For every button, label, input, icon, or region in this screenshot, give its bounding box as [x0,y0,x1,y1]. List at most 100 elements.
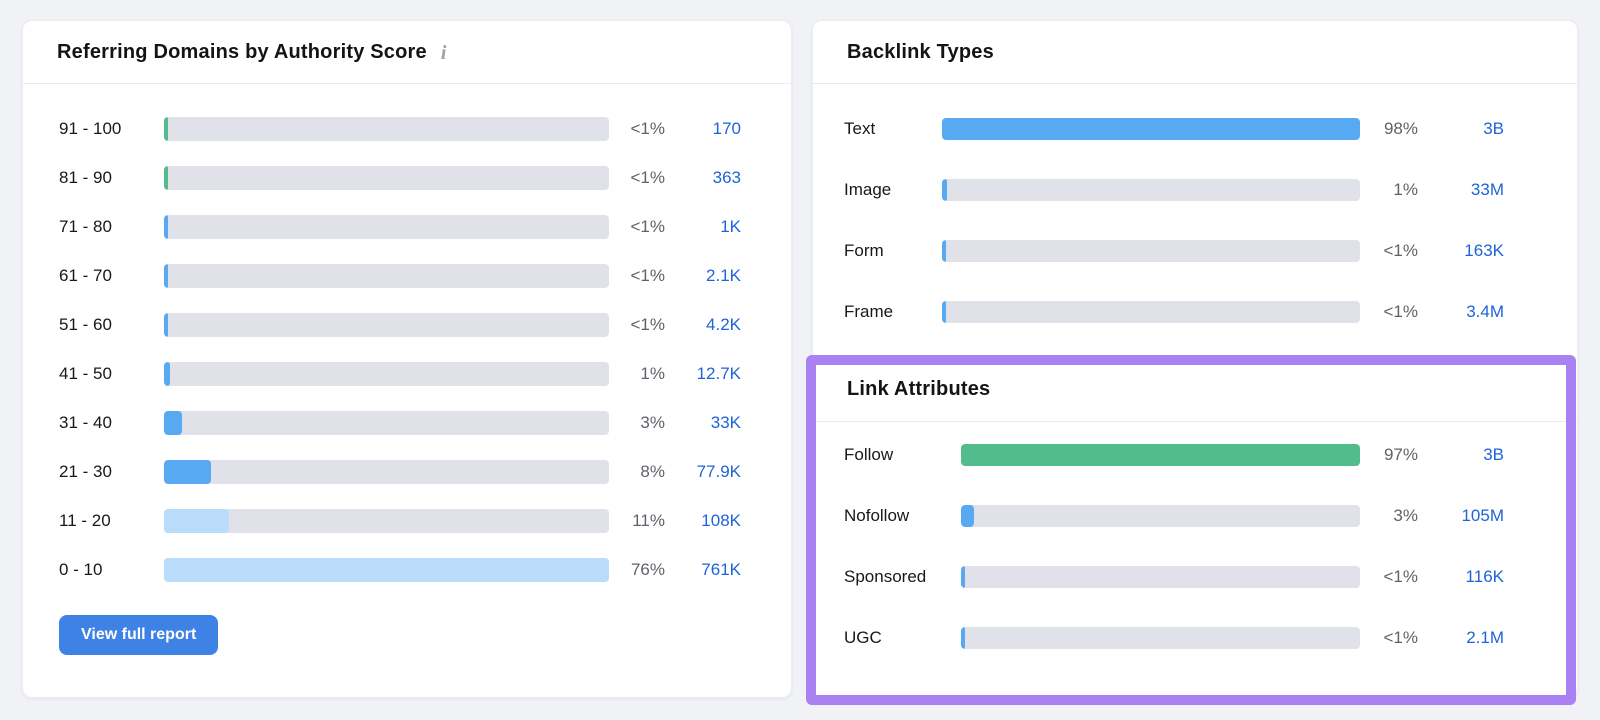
row-count-link[interactable]: 3.4M [1466,301,1504,321]
bar-track [164,214,609,239]
link-attributes-header: Link Attributes [813,357,1577,422]
row-count-link[interactable]: 33K [710,412,741,432]
chart-row: Frame <1% 3.4M [844,281,1504,342]
row-percent: 11% [632,510,665,530]
bar-fill [942,300,947,323]
row-percent: <1% [1383,240,1419,260]
row-category-label: Sponsored [844,566,927,586]
row-percent: <1% [630,314,666,334]
row-category-label: 61 - 70 [59,265,112,285]
bar-fill [164,557,609,582]
bar-fill [164,214,169,239]
row-count-link[interactable]: 4.2K [706,314,741,334]
bar-fill [164,312,169,337]
chart-row: Nofollow 3% 105M [844,485,1504,546]
bar-track [961,443,1360,466]
row-percent: <1% [630,265,666,285]
bar-fill [164,361,171,386]
row-count-link[interactable]: 170 [712,118,741,138]
chart-row: Follow 97% 3B [844,424,1504,485]
bar-fill [961,565,965,588]
row-percent: <1% [630,216,666,236]
chart-row: Form <1% 163K [844,220,1504,281]
row-count-link[interactable]: 761K [701,559,741,579]
bar-track [942,117,1360,140]
row-category-label: 41 - 50 [59,363,112,383]
row-count-link[interactable]: 3B [1483,444,1504,464]
bar-track [942,178,1360,201]
row-percent: 98% [1383,118,1418,138]
backlink-types-card: Backlink Types Text 98% 3B Image 1% 33M … [812,20,1578,698]
bar-track [164,557,609,582]
row-category-label: 51 - 60 [59,314,112,334]
row-percent: 3% [1393,505,1418,525]
chart-row: Sponsored <1% 116K [844,546,1504,607]
row-count-link[interactable]: 363 [712,167,741,187]
row-count-link[interactable]: 1K [720,216,741,236]
backlink-types-chart: Text 98% 3B Image 1% 33M Form <1% 163K F… [813,84,1577,342]
info-icon[interactable]: i [440,42,447,64]
chart-row: 41 - 50 1% 12.7K [59,349,741,398]
view-full-report-button[interactable]: View full report [59,615,219,655]
bar-track [942,239,1360,262]
row-percent: 3% [640,412,665,432]
bar-track [164,410,609,435]
chart-row: Image 1% 33M [844,159,1504,220]
chart-row: 81 - 90 <1% 363 [59,153,741,202]
chart-row: 91 - 100 <1% 170 [59,104,741,153]
bar-fill [164,263,169,288]
row-category-label: 81 - 90 [59,167,112,187]
row-percent: 97% [1383,444,1418,464]
bar-fill [942,178,948,201]
backlink-types-title: Backlink Types [847,40,994,63]
row-category-label: 91 - 100 [59,118,122,138]
bar-track [164,165,609,190]
row-count-link[interactable]: 3B [1483,118,1504,138]
row-percent: 1% [1393,179,1418,199]
bar-fill [164,459,211,484]
chart-row: Text 98% 3B [844,98,1504,159]
row-category-label: Follow [844,444,894,464]
row-percent: 76% [630,559,665,579]
row-percent: <1% [630,167,666,187]
row-count-link[interactable]: 2.1K [706,265,741,285]
bar-track [961,504,1360,527]
bar-track [164,116,609,141]
row-category-label: Nofollow [844,505,910,525]
row-count-link[interactable]: 12.7K [696,363,741,383]
bar-track [164,459,609,484]
row-count-link[interactable]: 108K [701,510,741,530]
row-category-label: Text [844,118,876,138]
row-category-label: 71 - 80 [59,216,112,236]
row-count-link[interactable]: 163K [1464,240,1504,260]
bar-track [164,361,609,386]
row-percent: <1% [1383,627,1419,647]
row-percent: 8% [640,461,665,481]
chart-row: 21 - 30 8% 77.9K [59,447,741,496]
link-attributes-section: Link Attributes Follow 97% 3B Nofollow 3… [813,357,1577,668]
row-count-link[interactable]: 116K [1465,566,1504,586]
row-category-label: UGC [844,627,882,647]
bar-fill [961,626,965,649]
row-percent: 1% [640,363,665,383]
bar-track [961,626,1360,649]
referring-domains-header: Referring Domains by Authority Score i [23,21,791,84]
chart-row: 71 - 80 <1% 1K [59,202,741,251]
row-count-link[interactable]: 105M [1461,505,1504,525]
chart-row: 31 - 40 3% 33K [59,398,741,447]
bar-track [164,312,609,337]
row-percent: <1% [630,118,666,138]
row-category-label: Form [844,240,884,260]
bar-track [961,565,1360,588]
row-count-link[interactable]: 77.9K [696,461,741,481]
row-percent: <1% [1383,566,1419,586]
bar-fill [961,443,1360,466]
bar-fill [164,165,169,190]
row-category-label: 0 - 10 [59,559,103,579]
bar-fill [942,117,1360,140]
row-count-link[interactable]: 2.1M [1466,627,1504,647]
row-count-link[interactable]: 33M [1470,179,1504,199]
referring-domains-card: Referring Domains by Authority Score i 9… [22,20,792,698]
row-category-label: 31 - 40 [59,412,112,432]
